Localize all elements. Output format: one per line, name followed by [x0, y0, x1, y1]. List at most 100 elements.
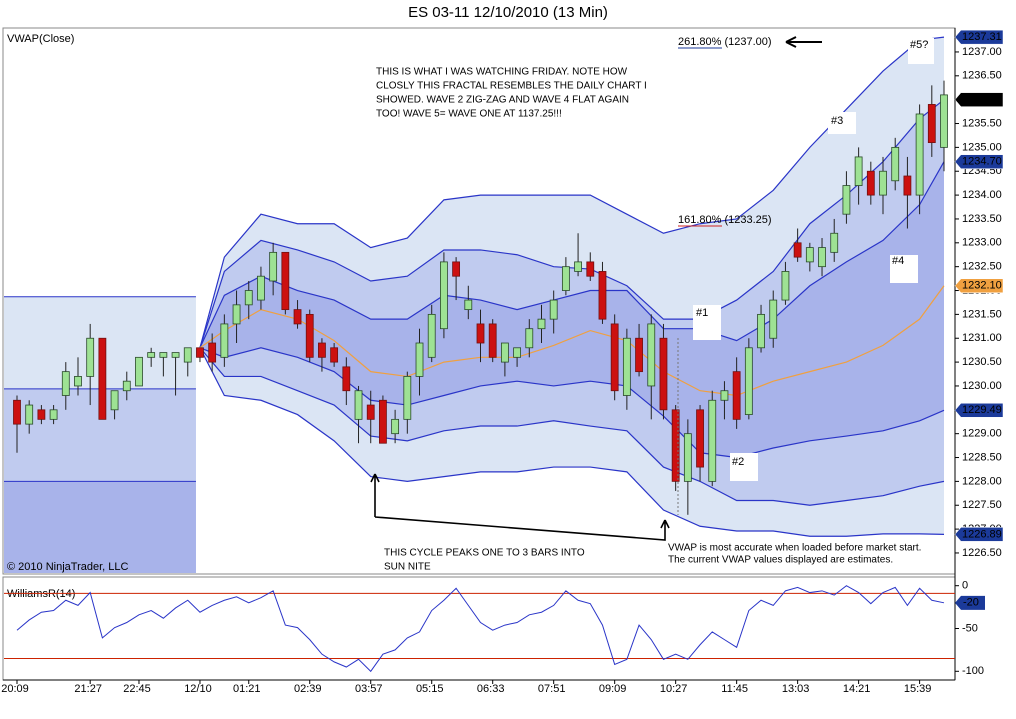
candle-body: [330, 347, 339, 363]
candle-body: [793, 242, 802, 258]
x-tick-label: 13:03: [782, 683, 810, 695]
annotation-box: [890, 255, 918, 283]
arrow: [370, 473, 670, 541]
candle-body: [915, 113, 924, 196]
candle-body: [549, 299, 558, 320]
candle-body: [452, 261, 461, 277]
candle-body: [818, 247, 826, 268]
candle-body: [525, 328, 534, 349]
x-tick-label: 02:39: [294, 683, 322, 695]
y-tick-label: 1237.00: [962, 46, 1002, 58]
price-marker: [954, 278, 1004, 294]
candle-body: [305, 313, 314, 358]
x-tick-label: 20:09: [1, 683, 29, 695]
annotation-box: [828, 112, 856, 134]
candle-body: [854, 156, 863, 186]
candle-body: [354, 390, 363, 420]
candle-body: [342, 366, 351, 392]
y-tick-label: 1228.00: [962, 475, 1002, 487]
chart-title: ES 03-11 12/10/2010 (13 Min): [408, 4, 608, 21]
price-marker-label: 1226.89: [962, 528, 1002, 540]
candle-body: [183, 347, 192, 363]
band-line: [199, 347, 945, 459]
candle-body: [488, 323, 497, 358]
price-panel: THIS IS WHAT I WAS WATCHING FRIDAY. NOTE…: [4, 33, 948, 573]
candle-body: [500, 342, 509, 363]
price-marker-label: 1236.00: [962, 94, 1002, 106]
price-marker: [954, 29, 1004, 45]
candle-body: [927, 104, 936, 144]
y-tick-label: 1231.00: [962, 332, 1002, 344]
candle-body: [659, 337, 668, 411]
x-tick-label: 05:15: [416, 683, 444, 695]
candle-body: [293, 309, 302, 325]
candle-body: [513, 347, 521, 358]
indicator-label: VWAP(Close): [7, 33, 74, 45]
note-text: SUN NITE: [384, 562, 431, 573]
wave-label: #4: [892, 255, 904, 267]
candle-body: [61, 371, 70, 396]
price-marker-label: 1232.10: [962, 280, 1002, 292]
candle-body: [403, 376, 412, 420]
note-text: The current VWAP values displayed are es…: [668, 555, 893, 566]
y-tick-label: 1234.00: [962, 189, 1002, 201]
y-tick-label: 1236.50: [962, 70, 1002, 82]
candle-body: [598, 271, 607, 320]
annotation-box: [730, 453, 758, 481]
x-tick-label: 12/10: [184, 683, 212, 695]
indicator-marker: [955, 595, 985, 610]
prior-band: [4, 481, 196, 573]
note-text: THIS CYCLE PEAKS ONE TO 3 BARS INTO: [384, 548, 585, 559]
y-tick-label: 1230.00: [962, 380, 1002, 392]
y-tick-label: 1233.00: [962, 237, 1002, 249]
candle-body: [415, 342, 424, 377]
x-tick-label: 11:45: [721, 683, 748, 695]
candle-body: [49, 409, 58, 420]
candle-body: [671, 409, 680, 482]
candle-body: [244, 290, 253, 306]
candle-body: [586, 261, 595, 277]
wave-label: #3: [831, 115, 843, 127]
indicator-plot: WilliamsR(14)0-50-100: [4, 580, 984, 677]
y-tick-label: 1229.00: [962, 428, 1002, 440]
y-tick-label: 1227.50: [962, 499, 1002, 511]
candle-body: [13, 399, 21, 425]
candle-body: [732, 371, 741, 420]
x-tick-label: 15:39: [904, 683, 932, 695]
price-marker: [954, 527, 1004, 542]
candle-body: [220, 323, 229, 358]
x-tick-label: 14:21: [843, 683, 871, 695]
candle-body: [805, 247, 814, 263]
candle-body: [891, 146, 900, 182]
candle-body: [318, 342, 326, 358]
candle-body: [647, 323, 656, 387]
fib-label: 161.80% (1233.25): [678, 214, 772, 226]
price-marker-label: 1237.31: [962, 31, 1002, 43]
y-tick-label: 1232.50: [962, 261, 1002, 273]
candle-body: [196, 347, 204, 358]
candle-body: [757, 313, 765, 349]
copyright: © 2010 NinjaTrader, LLC: [7, 561, 128, 573]
candle-body: [903, 175, 912, 196]
note-text: SHOWED. WAVE 2 ZIG-ZAG AND WAVE 4 FLAT A…: [376, 95, 629, 106]
candle-body: [476, 323, 485, 344]
y-tick-label: 1231.50: [962, 308, 1002, 320]
annotation-box: [693, 305, 721, 340]
note-text: TOO! WAVE 5= WAVE ONE AT 1137.25!!!: [376, 109, 562, 120]
candle-body: [720, 390, 729, 401]
candle-body: [171, 352, 180, 358]
candle-body: [622, 337, 631, 396]
y-tick-label: 1235.50: [962, 117, 1002, 129]
candle-body: [440, 261, 448, 330]
x-tick-label: 21:27: [74, 683, 102, 695]
wave-label: #5?: [910, 39, 928, 51]
candle-body: [842, 185, 851, 215]
price-marker-label: 1229.49: [962, 404, 1002, 416]
candle-body: [208, 342, 217, 363]
candle-body: [696, 409, 704, 468]
candle-body: [464, 299, 473, 311]
williams-line: [16, 585, 945, 673]
candle-body: [110, 390, 119, 411]
candle-body: [781, 271, 790, 301]
